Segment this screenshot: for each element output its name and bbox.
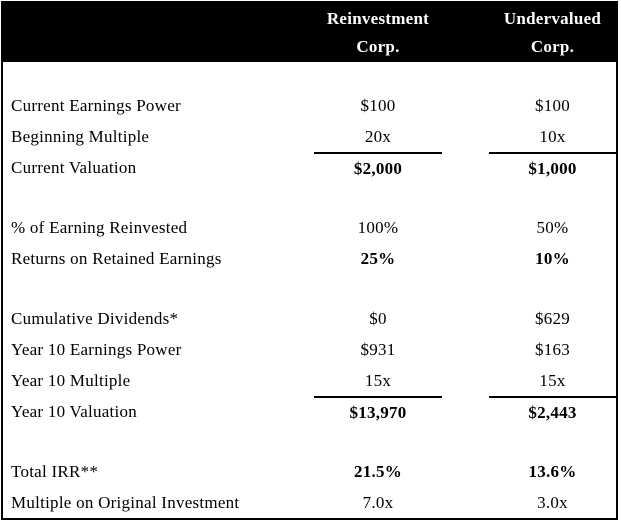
row-label: Current Earnings Power	[11, 95, 181, 115]
value-undervalued: $100	[534, 95, 571, 115]
table-header: Reinvestment Corp. Undervalued Corp.	[3, 3, 616, 62]
value-reinvestment: $13,970	[314, 396, 442, 427]
row-gap-cell	[442, 152, 489, 183]
value-reinvestment: 7.0x	[362, 492, 394, 512]
table-row: Cumulative Dividends* $0 $629	[3, 303, 616, 334]
value-undervalued: 15x	[539, 370, 566, 390]
value-undervalued: $629	[534, 308, 571, 328]
table-row: Total IRR** 21.5% 13.6%	[3, 456, 616, 487]
row-gap-cell	[442, 396, 489, 427]
table-row: Year 10 Multiple 15x 15x	[3, 365, 616, 396]
table-row: Year 10 Valuation $13,970 $2,443	[3, 396, 616, 427]
value-undervalued: 50%	[536, 217, 569, 237]
table-row: Year 10 Earnings Power $931 $163	[3, 334, 616, 365]
value-reinvestment: $100	[360, 95, 396, 115]
row-gap-cell	[442, 456, 489, 487]
row-label: Returns on Retained Earnings	[11, 248, 222, 268]
row-label: Year 10 Earnings Power	[11, 339, 182, 359]
section-spacer	[3, 183, 616, 212]
value-undervalued: 3.0x	[537, 492, 568, 512]
value-undervalued: $2,443	[489, 396, 616, 427]
value-reinvestment: $0	[369, 308, 387, 328]
column-header-undervalued: Undervalued Corp.	[489, 3, 616, 62]
value-reinvestment: 20x	[364, 126, 392, 146]
table-row: Multiple on Original Investment 7.0x 3.0…	[3, 487, 616, 518]
value-reinvestment: 21.5%	[353, 461, 403, 481]
row-label: Multiple on Original Investment	[11, 492, 240, 512]
row-gap-cell	[442, 121, 489, 152]
row-label: Cumulative Dividends*	[11, 308, 179, 328]
column-header-line1: Undervalued	[503, 8, 602, 28]
row-gap-cell	[442, 334, 489, 365]
value-reinvestment: 100%	[357, 217, 399, 237]
row-label: % of Earning Reinvested	[11, 217, 188, 237]
value-reinvestment: 25%	[360, 248, 396, 268]
row-label: Current Valuation	[11, 157, 137, 177]
row-label: Total IRR**	[11, 461, 99, 481]
table-row: % of Earning Reinvested 100% 50%	[3, 212, 616, 243]
table-row: Current Earnings Power $100 $100	[3, 90, 616, 121]
row-gap-cell	[442, 487, 489, 518]
header-empty-cell	[3, 3, 314, 62]
value-reinvestment: $2,000	[314, 152, 442, 183]
value-reinvestment: $931	[360, 339, 396, 359]
section-spacer	[3, 427, 616, 456]
row-label: Year 10 Valuation	[11, 401, 138, 421]
row-gap-cell	[442, 303, 489, 334]
column-header-reinvestment: Reinvestment Corp.	[314, 3, 442, 62]
table-row: Current Valuation $2,000 $1,000	[3, 152, 616, 183]
value-undervalued: 13.6%	[528, 461, 577, 481]
table-body: Current Earnings Power $100 $100 Beginni…	[3, 62, 616, 518]
value-reinvestment: 15x	[364, 370, 392, 390]
table-row: Beginning Multiple 20x 10x	[3, 121, 616, 152]
row-gap-cell	[442, 243, 489, 274]
row-gap-cell	[442, 365, 489, 396]
row-gap-cell	[442, 212, 489, 243]
row-label: Year 10 Multiple	[11, 370, 131, 390]
column-header-line2: Corp.	[356, 36, 400, 56]
header-gap-cell	[442, 3, 489, 62]
column-header-line2: Corp.	[530, 36, 575, 56]
section-spacer	[3, 274, 616, 303]
value-undervalued: $163	[534, 339, 571, 359]
row-label: Beginning Multiple	[11, 126, 150, 146]
table-row: Returns on Retained Earnings 25% 10%	[3, 243, 616, 274]
value-undervalued: $1,000	[489, 152, 616, 183]
value-undervalued: 10x	[539, 126, 566, 146]
column-header-line1: Reinvestment	[326, 8, 430, 28]
row-gap-cell	[442, 90, 489, 121]
value-undervalued: 10%	[535, 248, 570, 268]
